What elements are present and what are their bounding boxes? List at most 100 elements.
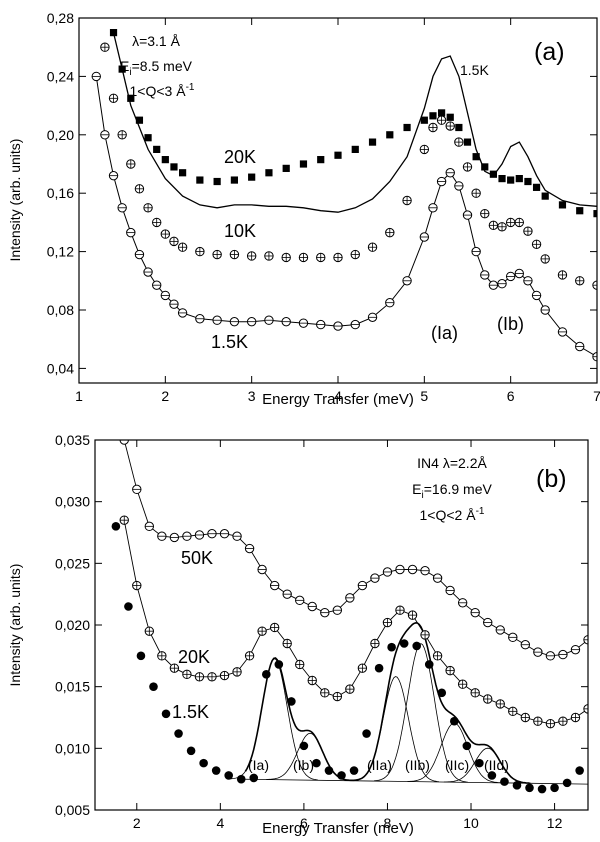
panel-b-point-1-5k xyxy=(174,729,183,738)
panel-b-info-q-sup: -1 xyxy=(476,506,485,517)
panel-b-x-tick-label: 6 xyxy=(300,815,308,831)
panel-a-point-20k xyxy=(455,123,463,132)
panel-a-point-20k xyxy=(532,183,541,191)
panel-a-point-20k xyxy=(170,163,178,171)
panel-a: 1 2 3 4 5 6 7 0,04 0,08 0,12 0,16 0,20 0,24 0,28 Ene… xyxy=(7,10,600,408)
panel-b-x-axis-label: Energy Transfer (meV) xyxy=(262,820,414,837)
panel-b-info-energy: Ei=16.9 meV xyxy=(412,481,492,501)
panel-b-point-1-5k xyxy=(249,773,259,783)
panel-a-info-energy: Ei=8.5 meV xyxy=(120,58,193,78)
panel-a-point-20k xyxy=(351,145,359,153)
panel-a-x-tick-label: 3 xyxy=(248,388,256,404)
panel-a-y-tick-label: 0,12 xyxy=(47,244,74,260)
panel-a-label-20k: 20K xyxy=(224,147,256,167)
panel-b-point-1-5k xyxy=(287,697,296,706)
panel-b-info-energy-sub: i xyxy=(422,490,424,501)
panel-a-series-1-5k-line xyxy=(112,32,597,213)
panel-a-point-20k xyxy=(248,173,256,181)
panel-b-point-1-5k xyxy=(337,771,346,780)
panel-a-point-20k xyxy=(515,175,523,183)
panel-a-point-20k xyxy=(541,192,549,200)
panel-b-y-tick-label: 0,005 xyxy=(55,802,90,818)
panel-b: 2 4 6 8 10 12 0,0050,0100,0150,0200,0250,0300… xyxy=(7,432,589,837)
panel-b-point-1-5k xyxy=(299,741,309,751)
panel-a-point-20k xyxy=(299,160,308,168)
panel-b-x-tick-label: 12 xyxy=(547,815,563,831)
panel-a-info-energy-sub: i xyxy=(129,67,131,78)
panel-a-y-tick-label: 0,16 xyxy=(47,185,74,201)
panel-b-info-instrument: IN4 λ=2.2Å xyxy=(417,455,487,471)
panel-a-point-20k xyxy=(593,210,597,218)
panel-b-y-axis-label: Intensity (arb. units) xyxy=(7,564,23,687)
panel-b-label-iic: (IIc) xyxy=(445,757,469,773)
panel-a-info-q-main: 1<Q<3 Å xyxy=(130,83,187,99)
panel-b-point-1-5k xyxy=(424,660,434,669)
panel-a-1-5k-line xyxy=(112,32,597,213)
panel-b-point-1-5k xyxy=(450,716,459,726)
panel-b-x-axis: 2 4 6 8 10 12 xyxy=(133,440,563,831)
panel-a-info-q-range: 1<Q<3 Å-1 xyxy=(130,82,195,99)
panel-a-point-20k xyxy=(265,169,273,177)
panel-a-marks xyxy=(91,29,597,362)
panel-a-x-tick-label: 1 xyxy=(75,388,83,404)
panel-a-info-wavelength: λ=3.1 Å xyxy=(132,33,181,49)
panel-a-point-20k xyxy=(576,207,584,215)
panel-b-point-1-5k xyxy=(399,639,409,648)
panel-b-point-1-5k xyxy=(525,783,534,793)
panel-a-point-20k xyxy=(368,138,377,146)
panel-b-x-tick-label: 10 xyxy=(463,815,479,831)
panel-a-point-20k xyxy=(403,123,411,132)
panel-b-y-tick-label: 0,030 xyxy=(55,494,90,510)
panel-a-series-20k xyxy=(109,29,597,218)
panel-b-info-energy-main: E xyxy=(412,481,421,497)
panel-b-label-20k: 20K xyxy=(178,647,210,667)
panel-b-point-1-5k xyxy=(437,688,447,698)
panel-b-point-1-5k xyxy=(149,682,158,691)
panel-a-point-20k xyxy=(179,169,187,177)
panel-a-point-20k xyxy=(507,176,515,184)
panel-a-point-20k xyxy=(317,156,325,164)
panel-b-point-1-5k xyxy=(387,642,396,652)
panel-b-point-1-5k xyxy=(211,766,221,775)
panel-a-y-axis-label: Intensity (arb. units) xyxy=(7,139,23,262)
panel-a-point-20k xyxy=(558,201,567,209)
panel-b-point-1-5k xyxy=(224,771,233,780)
panel-a-label-1-5k-line: 1.5K xyxy=(460,62,489,78)
panel-a-point-20k xyxy=(127,94,135,102)
panel-a-info: λ=3.1 Å Ei=8.5 meV 1<Q<3 Å-1 xyxy=(120,33,195,99)
panel-b-point-1-5k xyxy=(462,741,472,751)
panel-b-fit-component-iib xyxy=(374,643,468,783)
panel-b-y-tick-label: 0,035 xyxy=(55,432,90,448)
panel-a-label-10k: 10K xyxy=(224,221,256,241)
panel-a-label: (a) xyxy=(534,38,565,66)
panel-a-x-tick-label: 5 xyxy=(420,388,428,404)
panel-b-label-50k: 50K xyxy=(181,548,213,568)
panel-a-x-axis-label: Energy Transfer (meV) xyxy=(262,391,414,408)
panel-a-y-axis: 0,04 0,08 0,12 0,16 0,20 0,24 0,28 xyxy=(47,10,597,376)
panel-b-point-1-5k xyxy=(500,777,509,786)
panel-b-point-1-5k xyxy=(199,758,208,768)
panel-b-info: IN4 λ=2.2Å Ei=16.9 meV 1<Q<2 Å-1 xyxy=(412,455,492,523)
panel-a-point-20k xyxy=(213,177,221,186)
panel-b-y-tick-label: 0,020 xyxy=(55,617,90,633)
panel-a-x-tick-label: 6 xyxy=(507,388,515,404)
panel-b-label-iib: (IIb) xyxy=(405,757,430,773)
panel-b-marks xyxy=(111,440,588,794)
panel-b-series-50k xyxy=(119,440,588,661)
panel-b-label-iia: (IIa) xyxy=(367,757,392,773)
panel-a-point-20k xyxy=(463,138,472,146)
panel-a-point-20k xyxy=(420,116,428,124)
panel-b-point-1-5k xyxy=(562,778,572,788)
panel-b-point-50k xyxy=(119,440,129,445)
panel-b-point-1-5k xyxy=(512,781,522,790)
panel-b-point-1-5k xyxy=(324,766,334,775)
panel-a-point-20k xyxy=(118,65,126,73)
panel-a-point-20k xyxy=(386,131,394,139)
panel-b-point-1-5k xyxy=(374,663,384,673)
panel-a-point-20k xyxy=(144,134,152,142)
panel-a-point-20k xyxy=(230,176,238,184)
panel-a-point-20k xyxy=(135,116,144,124)
panel-b-series-1-5k xyxy=(111,522,584,794)
panel-a-info-energy-main: E xyxy=(120,58,129,74)
